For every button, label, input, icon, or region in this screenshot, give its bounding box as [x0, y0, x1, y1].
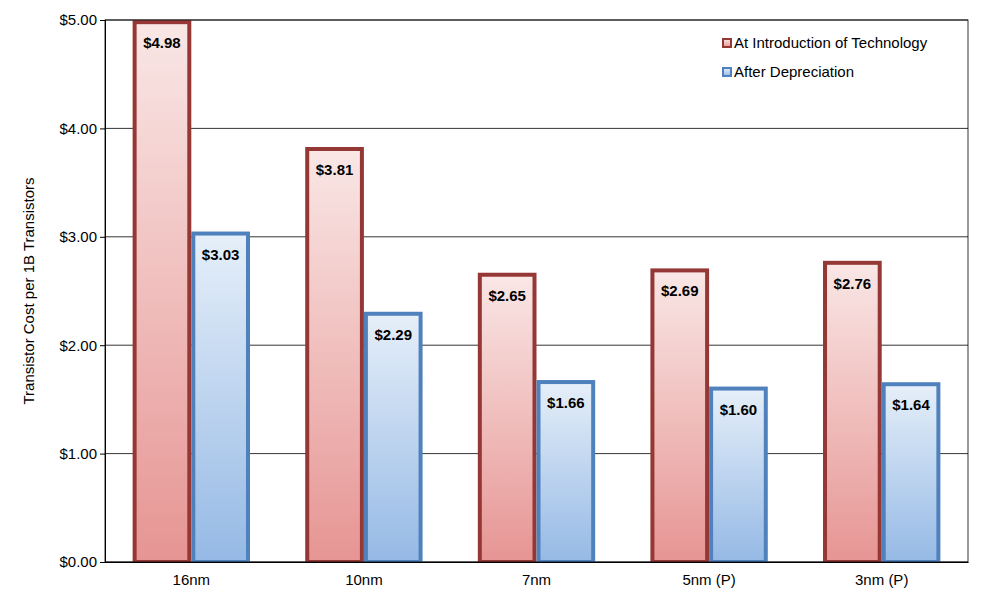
- grid-line: [105, 128, 968, 129]
- chart: $4.98 $3.81 $2.65 $2.69 $2.76 $3.03 $2.29 $1.66…: [0, 0, 988, 610]
- y-tick: $2.00: [59, 337, 105, 354]
- bar: [307, 149, 362, 562]
- legend-label: At Introduction of Technology: [734, 34, 928, 51]
- y-tick-label: $4.00: [59, 120, 97, 137]
- data-label: $3.03: [202, 246, 240, 263]
- legend-swatch: [723, 68, 731, 76]
- x-tick: 5nm (P): [682, 562, 735, 588]
- plot-frame: [105, 20, 968, 562]
- data-label: $4.98: [143, 34, 181, 51]
- x-tick-label: 5nm (P): [682, 571, 735, 588]
- grid: [105, 20, 968, 562]
- bar: [711, 389, 766, 562]
- plot: $4.98 $3.81 $2.65 $2.69 $2.76 $3.03 $2.29 $1.66…: [59, 11, 968, 587]
- x-tick: 16nm: [173, 562, 211, 588]
- y-tick-label: $3.00: [59, 228, 97, 245]
- y-tick-label: $0.00: [59, 553, 97, 570]
- y-tick-label: $1.00: [59, 445, 97, 462]
- y-tick-mark: [100, 20, 105, 21]
- bar: [366, 314, 421, 562]
- y-axis-line: [100, 21, 106, 563]
- x-tick-label: 10nm: [345, 571, 383, 588]
- y-tick-mark: [100, 128, 105, 129]
- data-label: $2.69: [661, 282, 699, 299]
- x-tick-label: 3nm (P): [855, 571, 908, 588]
- y-tick-label: $2.00: [59, 337, 97, 354]
- y-tick-mark: [100, 454, 105, 455]
- data-label: $3.81: [316, 161, 354, 178]
- data-label: $1.60: [720, 401, 758, 418]
- y-tick: $1.00: [59, 445, 105, 462]
- data-label: $1.66: [547, 394, 585, 411]
- legend-label: After Depreciation: [734, 63, 854, 80]
- y-tick: $0.00: [59, 553, 105, 570]
- bar: [539, 382, 594, 562]
- y-tick-label: $5.00: [59, 11, 97, 28]
- x-tick: 7nm: [522, 562, 551, 588]
- legend-item: After Depreciation: [723, 63, 854, 80]
- y-tick-mark: [100, 237, 105, 238]
- y-tick-mark: [100, 345, 105, 346]
- data-labels: $4.98 $3.81 $2.65 $2.69 $2.76 $3.03 $2.29 $1.66…: [143, 34, 930, 417]
- x-axis-line: [106, 562, 969, 563]
- bar: [652, 270, 707, 562]
- y-axis-title: Transistor Cost per 1B Transistors: [20, 177, 37, 404]
- y-tick: $4.00: [59, 120, 105, 137]
- y-tick: $3.00: [59, 228, 105, 245]
- data-label: $2.76: [834, 275, 872, 292]
- legend-swatch: [723, 39, 731, 47]
- x-tick: 10nm: [345, 562, 383, 588]
- x-tick-label: 16nm: [173, 571, 211, 588]
- x-tick: 3nm (P): [855, 562, 908, 588]
- y-tick-mark: [100, 562, 105, 563]
- bar: [480, 275, 535, 562]
- bar: [825, 263, 880, 562]
- bar: [135, 22, 190, 562]
- data-label: $2.29: [374, 326, 412, 343]
- legend: At Introduction of Technology After Depre…: [723, 34, 928, 80]
- data-label: $1.64: [892, 396, 930, 413]
- bar: [884, 384, 939, 562]
- y-tick: $5.00: [59, 11, 105, 28]
- x-axis: 16nm 10nm 7nm 5nm (P) 3nm (P): [106, 562, 969, 588]
- y-axis: $0.00 $1.00 $2.00 $3.00 $4.00 $5.00: [59, 11, 105, 570]
- bars: [135, 22, 939, 562]
- x-tick-label: 7nm: [522, 571, 551, 588]
- legend-item: At Introduction of Technology: [723, 34, 928, 51]
- bar: [193, 234, 248, 562]
- data-label: $2.65: [488, 287, 526, 304]
